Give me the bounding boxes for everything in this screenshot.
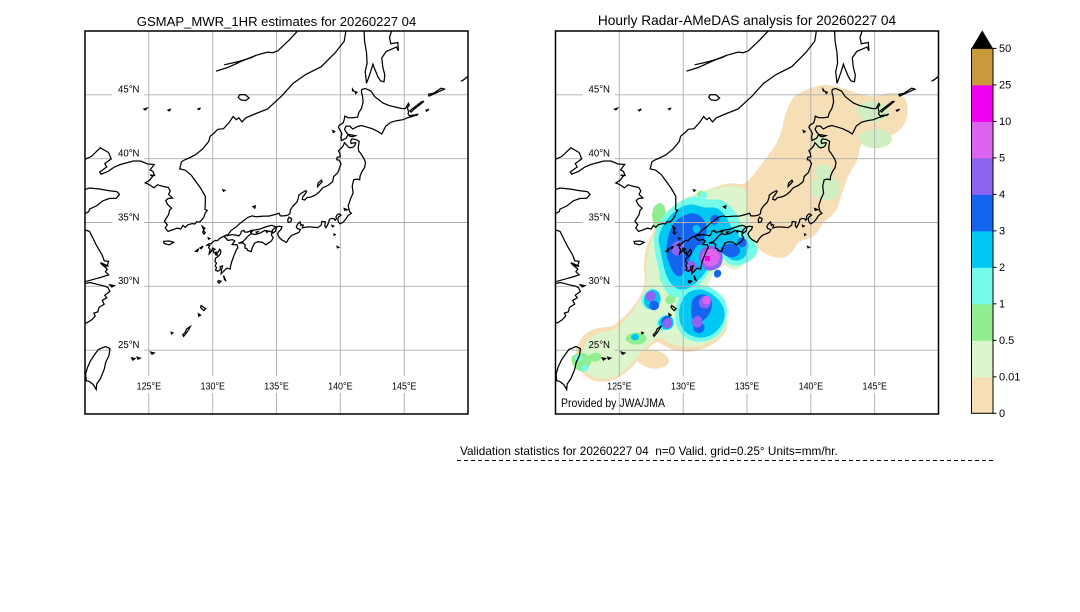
svg-text:130°E: 130°E	[671, 382, 696, 393]
svg-text:45°N: 45°N	[589, 85, 611, 96]
svg-text:Validation statistics for 2026: Validation statistics for 20260227 04 n=…	[460, 444, 838, 458]
svg-text:0: 0	[999, 408, 1005, 420]
svg-text:45°N: 45°N	[118, 85, 140, 96]
svg-text:25°N: 25°N	[118, 340, 140, 351]
svg-text:130°E: 130°E	[201, 382, 226, 393]
svg-text:2: 2	[999, 262, 1005, 274]
svg-text:145°E: 145°E	[863, 382, 888, 393]
svg-text:Hourly Radar-AMeDAS analysis f: Hourly Radar-AMeDAS analysis for 2026022…	[598, 13, 897, 28]
svg-text:125°E: 125°E	[607, 382, 632, 393]
svg-text:Provided by JWA/JMA: Provided by JWA/JMA	[561, 398, 665, 410]
svg-text:40°N: 40°N	[589, 149, 611, 160]
svg-text:3: 3	[999, 226, 1005, 238]
svg-text:0.5: 0.5	[999, 335, 1014, 347]
svg-text:30°N: 30°N	[589, 276, 611, 287]
svg-text:140°E: 140°E	[328, 382, 353, 393]
svg-text:140°E: 140°E	[799, 382, 824, 393]
svg-text:35°N: 35°N	[118, 212, 140, 223]
svg-text:4: 4	[999, 189, 1005, 201]
svg-text:145°E: 145°E	[392, 382, 417, 393]
svg-text:25°N: 25°N	[589, 340, 611, 351]
svg-text:35°N: 35°N	[589, 212, 611, 223]
svg-text:25: 25	[999, 80, 1011, 92]
svg-text:135°E: 135°E	[264, 382, 289, 393]
svg-text:10: 10	[999, 116, 1011, 128]
svg-text:0.01: 0.01	[999, 372, 1020, 384]
svg-text:50: 50	[999, 43, 1011, 55]
svg-text:GSMAP_MWR_1HR estimates for 20: GSMAP_MWR_1HR estimates for 20260227 04	[137, 14, 416, 29]
svg-text:30°N: 30°N	[118, 276, 140, 287]
svg-text:5: 5	[999, 153, 1005, 165]
svg-text:1: 1	[999, 299, 1005, 311]
svg-text:135°E: 135°E	[735, 382, 760, 393]
svg-text:40°N: 40°N	[118, 149, 140, 160]
svg-text:125°E: 125°E	[137, 382, 162, 393]
